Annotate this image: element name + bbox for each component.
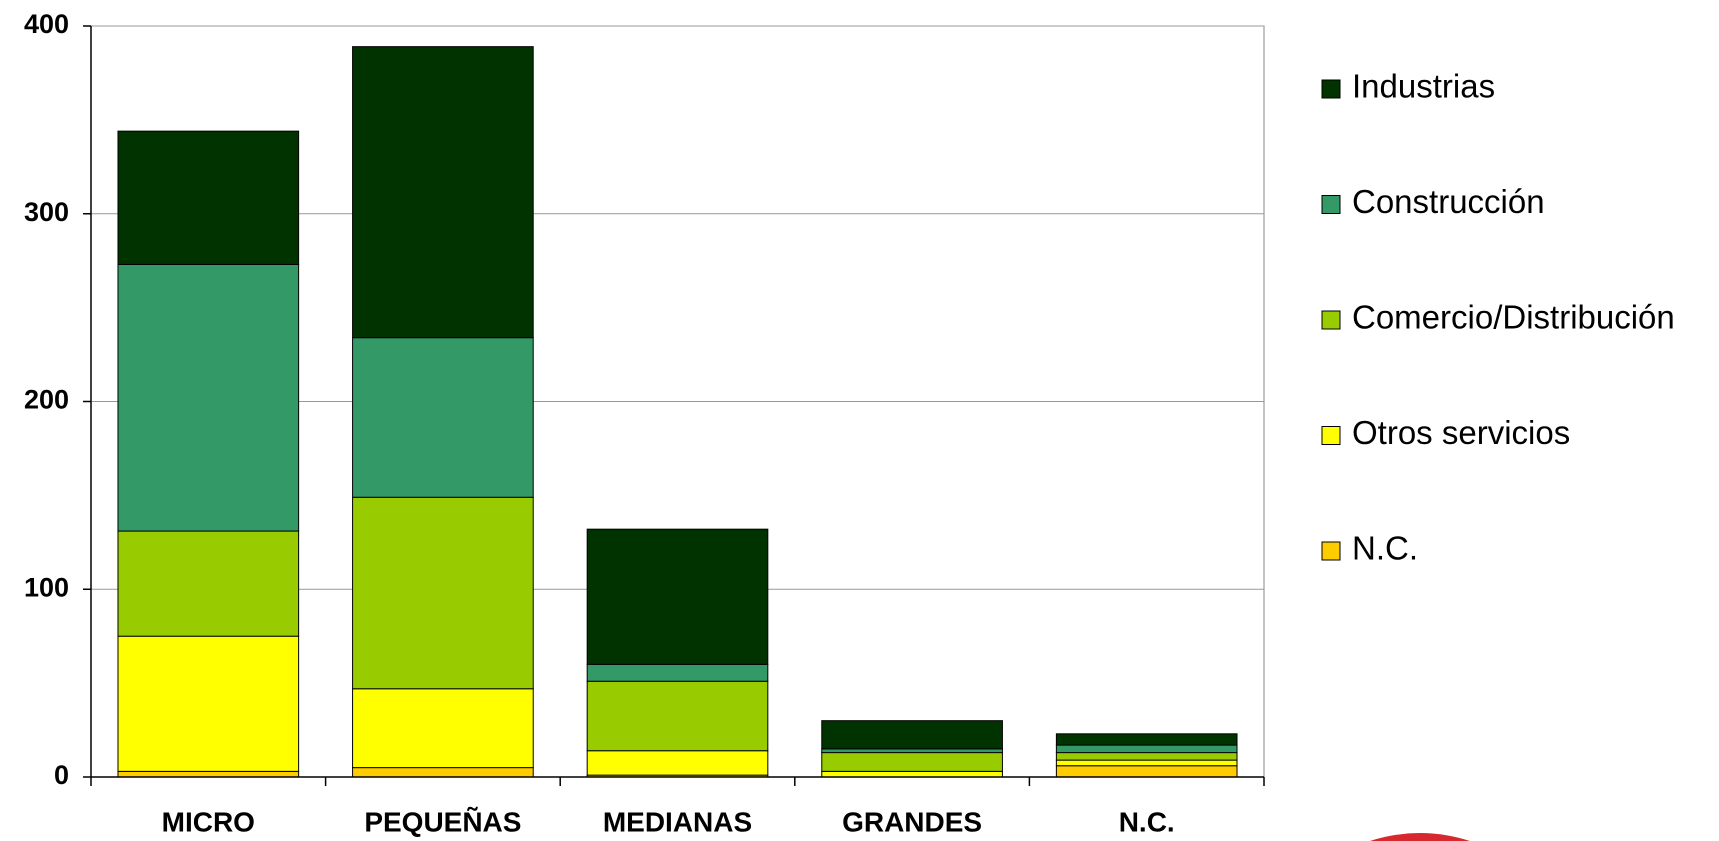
bar-segment [586, 663, 769, 682]
bar-segment [117, 530, 300, 637]
x-tick-label: PEQUEÑAS [364, 806, 521, 837]
bar-segment [821, 770, 1003, 778]
bar-segment [117, 263, 300, 532]
bar-segment [117, 635, 300, 772]
y-tick-label: 200 [24, 385, 69, 415]
x-tick-label: MEDIANAS [603, 806, 752, 837]
bar-segment [117, 770, 300, 778]
logo-fragment [1370, 833, 1470, 841]
bar-segment [586, 680, 769, 752]
legend-swatch [1321, 310, 1341, 330]
x-tick-label: GRANDES [842, 806, 982, 837]
bar-segment [1055, 759, 1238, 767]
bar-segment [821, 748, 1003, 754]
bar-segment [352, 46, 534, 339]
legend-swatch [1321, 195, 1341, 214]
bar-segment [117, 130, 300, 265]
legend-label: Industrias [1352, 68, 1495, 105]
bar-segment [821, 752, 1003, 772]
y-tick-label: 100 [24, 572, 69, 602]
bar-segment [1055, 733, 1238, 746]
bar-segment [821, 720, 1003, 750]
legend-swatch [1321, 541, 1341, 561]
x-tick-label: N.C. [1119, 806, 1175, 837]
bar-segment [1055, 744, 1238, 754]
legend-label: Comercio/Distribución [1352, 299, 1675, 336]
legend-label: Construcción [1352, 183, 1545, 220]
bar-segment [352, 767, 534, 778]
y-tick-label: 400 [24, 9, 69, 39]
legend-swatch [1321, 79, 1341, 99]
bar-segment [586, 750, 769, 776]
bar-segment [1055, 752, 1238, 761]
y-tick-label: 300 [24, 197, 69, 227]
bar-segment [352, 688, 534, 769]
x-tick-label: MICRO [162, 806, 255, 837]
legend-label: Otros servicios [1352, 414, 1570, 451]
legend-label: N.C. [1352, 530, 1418, 567]
bar-segment [352, 337, 534, 498]
legend-swatch [1321, 426, 1341, 445]
bar-segment [1055, 765, 1238, 778]
bar-segment [586, 528, 769, 665]
y-tick-label: 0 [54, 760, 69, 790]
bar-segment [352, 496, 534, 690]
